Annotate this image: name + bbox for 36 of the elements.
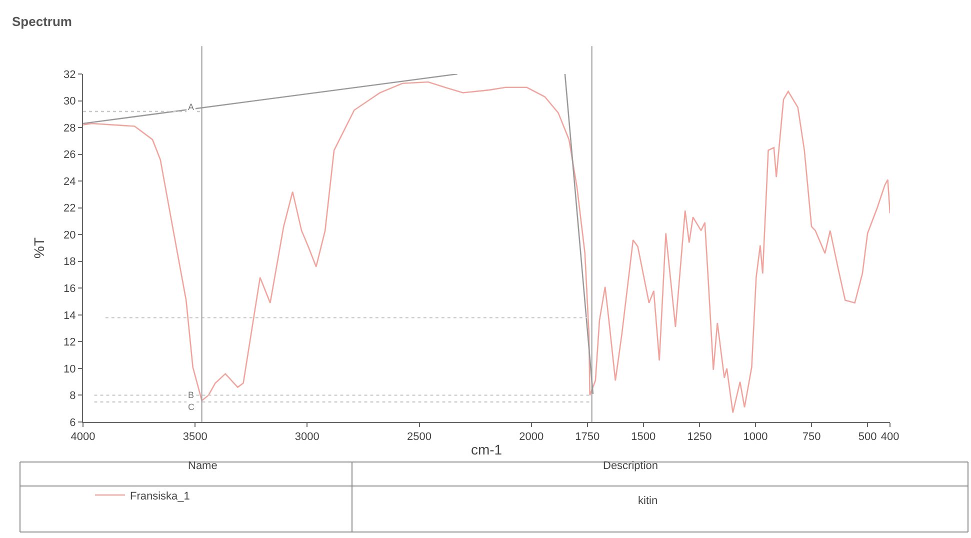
legend-label: Fransiska_1 [130, 490, 190, 502]
annotation: A [188, 102, 194, 112]
y-tick-label: 10 [64, 363, 76, 376]
x-tick-label: 3000 [294, 431, 320, 444]
chart-title: Spectrum [12, 14, 72, 29]
y-tick-label: 12 [64, 336, 76, 349]
text: kitin [638, 495, 658, 507]
x-tick-label: 1500 [631, 431, 656, 444]
y-tick-label: 24 [64, 176, 76, 188]
x-tick-label: 1750 [575, 431, 600, 444]
y-tick-label: 18 [64, 256, 76, 268]
y-tick-label: 28 [64, 122, 76, 134]
y-tick-label: 22 [64, 202, 76, 215]
x-tick-label: 2000 [519, 431, 544, 444]
annotation: B [188, 390, 194, 400]
y-tick-label: 14 [64, 310, 76, 322]
x-tick-label: 2500 [407, 431, 432, 444]
x-tick-label: 3500 [182, 431, 208, 444]
text: Name [188, 460, 218, 472]
y-tick-label: 30 [64, 96, 76, 108]
y-tick-label: 32 [64, 68, 76, 81]
x-tick-label: 750 [802, 431, 821, 444]
text: Description [603, 460, 658, 472]
y-tick-label: 6 [70, 416, 76, 429]
y-tick-label: 20 [64, 229, 76, 242]
y-tick-label: 26 [64, 149, 76, 162]
x-tick-label: 500 [858, 431, 877, 444]
y-axis-title: %T [31, 237, 48, 258]
annotation: C [188, 402, 195, 412]
y-tick-label: 16 [64, 283, 76, 295]
x-tick-label: 4000 [70, 431, 96, 444]
x-tick-label: 400 [880, 431, 900, 444]
x-tick-label: 1250 [687, 431, 712, 444]
x-axis-title: cm-1 [470, 442, 502, 458]
y-tick-label: 8 [70, 390, 76, 402]
x-tick-label: 1000 [743, 431, 768, 444]
